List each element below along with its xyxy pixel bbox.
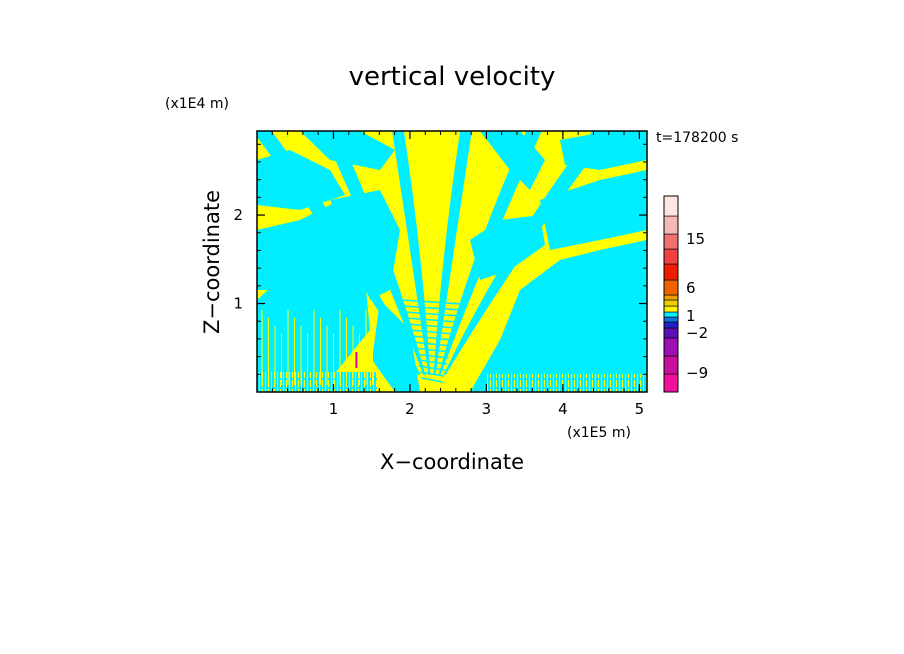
field-region-negative <box>540 170 647 250</box>
x-axis-label: X−coordinate <box>380 450 524 474</box>
field-texture <box>407 323 457 329</box>
colorbar-swatch <box>663 248 679 265</box>
field-texture <box>415 353 449 359</box>
colorbar: 15 6 1−2 −9 <box>663 195 708 393</box>
colorbar-swatch <box>663 195 679 217</box>
colorbar-tick-label: −2 <box>686 324 708 342</box>
time-label: t=178200 s <box>656 130 738 146</box>
colorbar-swatch <box>663 279 679 296</box>
x-unit-label: (x1E5 m) <box>567 425 631 441</box>
y-tick-label: 1 <box>233 295 243 313</box>
colorbar-tick-label: 1 <box>686 307 696 325</box>
field-texture <box>412 341 452 347</box>
field-region-negative <box>470 240 647 392</box>
field-region-negative <box>330 190 400 300</box>
field-texture <box>403 305 461 311</box>
field-texture <box>418 365 446 371</box>
colorbar-frame <box>663 195 679 393</box>
field-band-negative <box>392 131 431 375</box>
plot-frame <box>256 130 648 393</box>
field-band-negative <box>438 131 542 375</box>
field-region-negative <box>300 131 395 170</box>
colorbar-tick-label: −9 <box>686 364 708 382</box>
colorbar-swatch <box>663 294 679 301</box>
field-texture <box>406 317 458 323</box>
y-unit-label: (x1E4 m) <box>165 96 229 112</box>
colorbar-swatch <box>663 305 679 313</box>
x-tick-label: 4 <box>558 400 568 418</box>
field-band-negative <box>433 131 472 375</box>
field-texture <box>410 335 454 341</box>
y-axis-label: Z−coordinate <box>200 190 224 334</box>
field-band-negative <box>257 131 421 375</box>
field-speckle-right <box>485 374 647 392</box>
colorbar-swatch <box>663 355 679 375</box>
x-tick-label: 2 <box>405 400 415 418</box>
field-texture <box>413 347 451 353</box>
x-tick-label: 3 <box>482 400 492 418</box>
x-axis: 1 2 3 4 5 <box>271 131 645 418</box>
field-texture <box>419 371 445 377</box>
colorbar-swatch <box>663 316 679 323</box>
colorbar-tick-label: 15 <box>686 230 705 248</box>
colorbar-swatch <box>663 311 679 318</box>
colorbar-swatch <box>663 263 679 281</box>
field-band-negative <box>443 131 612 375</box>
field-texture <box>404 311 460 317</box>
colorbar-swatch <box>663 233 679 250</box>
colorbar-tick-label: 6 <box>686 279 696 297</box>
heatmap-field <box>257 131 647 392</box>
field-texture <box>421 377 443 383</box>
colorbar-swatch <box>663 321 679 329</box>
x-tick-label: 1 <box>329 400 339 418</box>
colorbar-swatch <box>663 337 679 357</box>
field-band-negative <box>322 131 426 375</box>
chart-title: vertical velocity <box>349 62 556 92</box>
colorbar-swatch <box>663 327 679 339</box>
field-texture <box>416 359 448 365</box>
colorbar-swatch <box>663 373 679 393</box>
y-axis: 12 <box>233 143 647 375</box>
field-region-negative <box>372 300 420 392</box>
x-tick-label: 5 <box>635 400 645 418</box>
colorbar-swatch <box>663 299 679 307</box>
colorbar-swatch <box>663 215 679 235</box>
y-tick-label: 2 <box>233 206 243 224</box>
field-texture <box>401 299 463 305</box>
field-texture <box>409 329 455 335</box>
